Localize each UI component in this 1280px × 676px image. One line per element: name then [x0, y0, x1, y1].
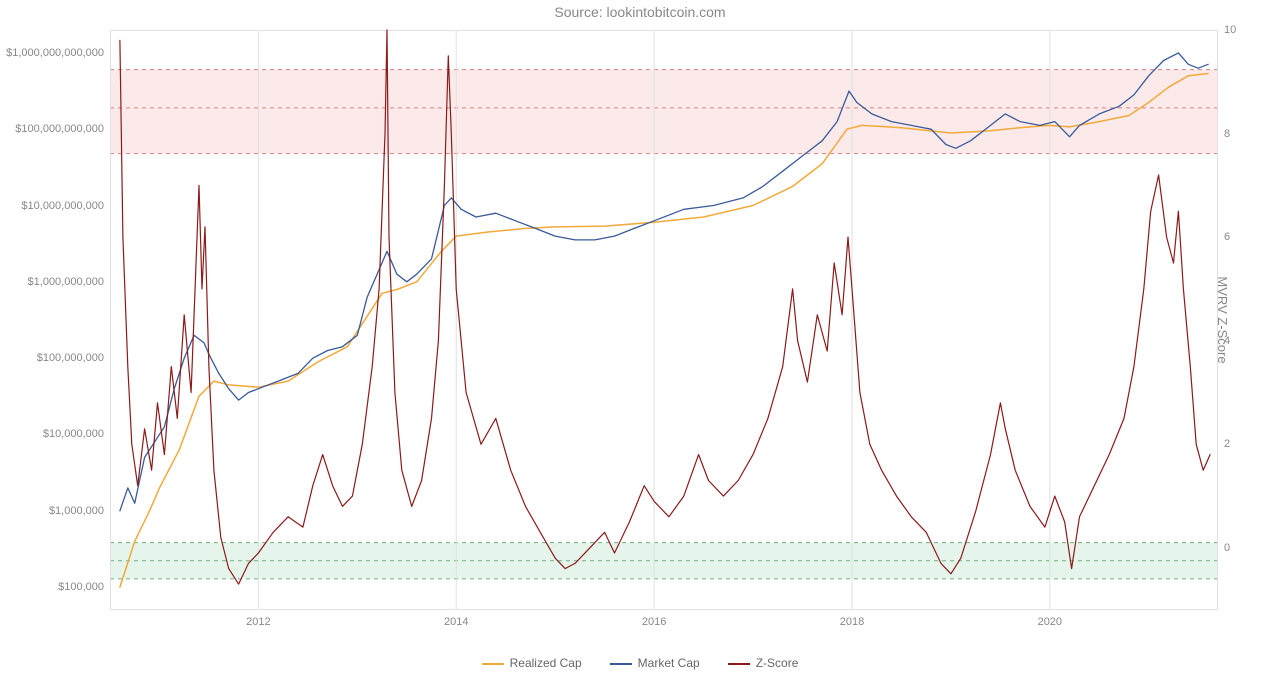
chart-source-title: Source: lookintobitcoin.com — [0, 4, 1280, 20]
y-right-axis-label: 6 — [1218, 231, 1230, 243]
y-right-axis-label: 0 — [1218, 542, 1230, 554]
legend-label: Realized Cap — [510, 656, 582, 670]
legend-label: Market Cap — [638, 656, 700, 670]
x-axis-label: 2020 — [1038, 610, 1062, 628]
y-left-axis-label: $100,000 — [58, 581, 110, 593]
y-left-axis-label: $100,000,000,000 — [15, 123, 110, 135]
plot-svg — [110, 30, 1218, 610]
y-right-axis-label: 2 — [1218, 438, 1230, 450]
y-right-axis-label: 10 — [1218, 24, 1236, 36]
plot-area[interactable]: MVRV Z-Score 20122014201620182020$100,00… — [110, 30, 1218, 610]
legend-label: Z-Score — [756, 656, 799, 670]
y-right-axis-label: 8 — [1218, 128, 1230, 140]
x-axis-label: 2016 — [642, 610, 666, 628]
y-left-axis-label: $10,000,000,000 — [21, 200, 110, 212]
mvrv-chart: Source: lookintobitcoin.com MVRV Z-Score… — [0, 0, 1280, 676]
y-left-axis-label: $1,000,000 — [49, 505, 110, 517]
legend-item[interactable]: Realized Cap — [482, 656, 582, 670]
y-left-axis-label: $1,000,000,000,000 — [6, 47, 110, 59]
legend-swatch — [728, 663, 750, 665]
legend-item[interactable]: Market Cap — [610, 656, 700, 670]
y-left-axis-label: $1,000,000,000 — [28, 276, 110, 288]
legend-swatch — [610, 663, 632, 665]
x-axis-label: 2012 — [246, 610, 270, 628]
y-left-axis-label: $100,000,000 — [37, 352, 110, 364]
y2-axis-title: MVRV Z-Score — [1215, 276, 1230, 363]
legend-swatch — [482, 663, 504, 665]
y-right-axis-label: 4 — [1218, 335, 1230, 347]
chart-legend: Realized Cap Market Cap Z-Score — [0, 656, 1280, 670]
x-axis-label: 2014 — [444, 610, 468, 628]
legend-item[interactable]: Z-Score — [728, 656, 799, 670]
y-left-axis-label: $10,000,000 — [43, 428, 110, 440]
x-axis-label: 2018 — [840, 610, 864, 628]
